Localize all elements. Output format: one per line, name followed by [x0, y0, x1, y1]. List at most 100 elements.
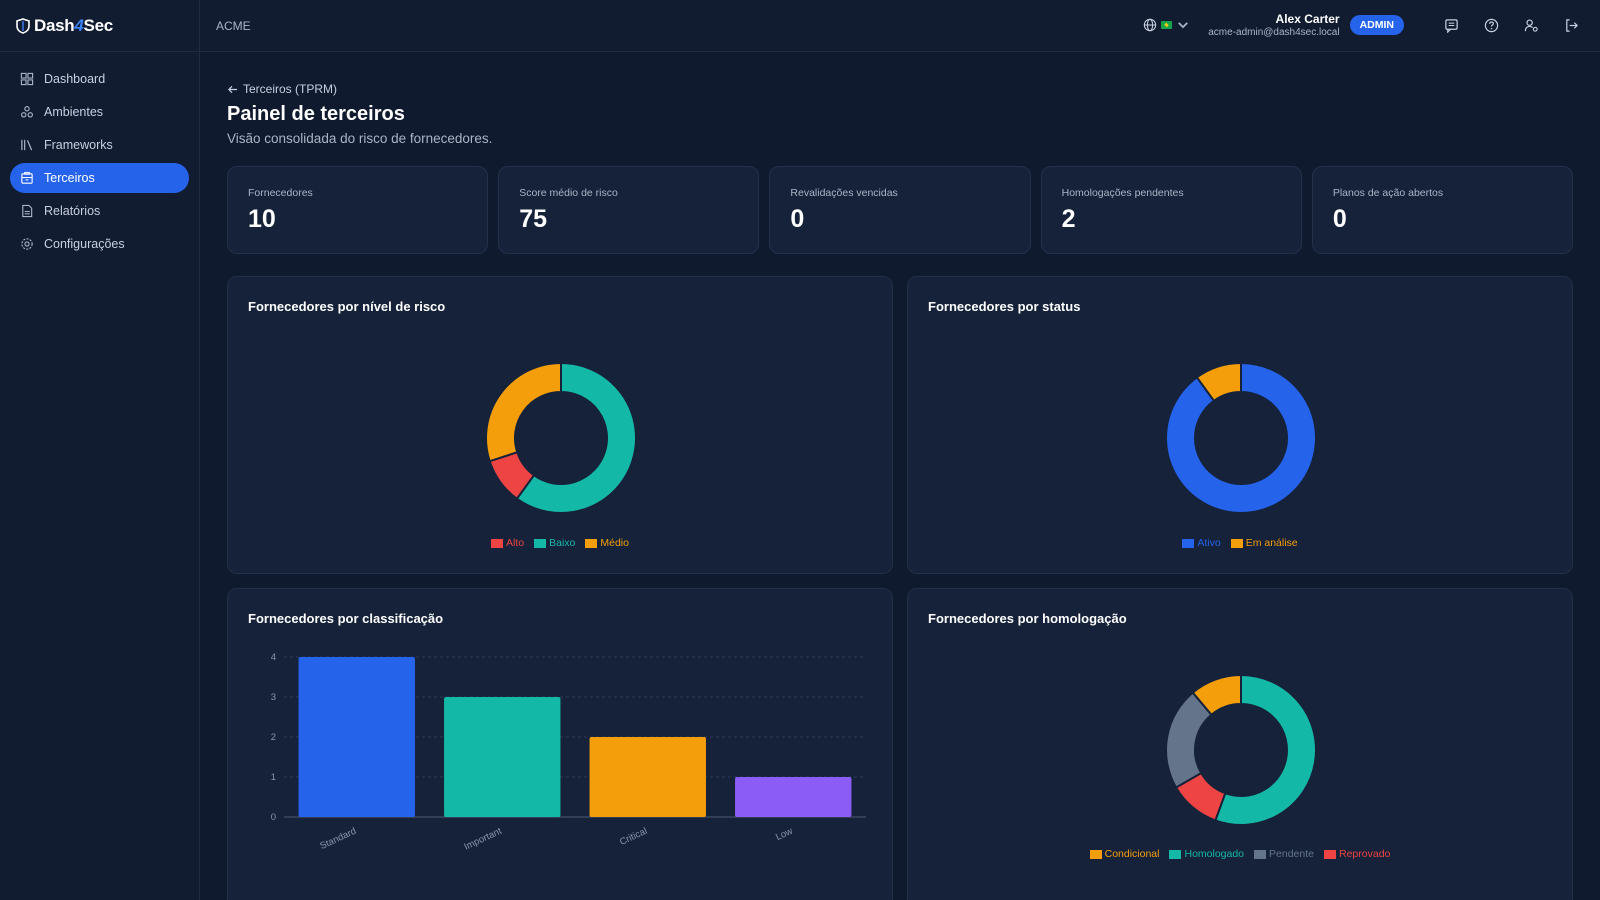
donut-slice-em-analise[interactable] [1195, 361, 1242, 403]
topbar: ACME Alex Carter acme-admin@dash4sec.loc… [200, 0, 1600, 52]
reports-icon [20, 204, 34, 218]
legend-item[interactable]: Em análise [1230, 537, 1298, 549]
legend-label: Reprovado [1339, 848, 1391, 860]
kpi-label: Revalidações vencidas [790, 187, 898, 199]
approval-donut-chart [1165, 673, 1317, 826]
y-tick-label: 2 [271, 732, 276, 743]
brazil-flag-icon [1161, 21, 1173, 30]
sidebar-item-reports[interactable]: Relatórios [10, 196, 189, 226]
legend-swatch [585, 538, 598, 548]
legend-item[interactable]: Ativo [1182, 537, 1221, 549]
legend-label: Alto [506, 537, 525, 549]
sidebar-item-label: Frameworks [44, 138, 113, 152]
kpi-label: Planos de ação abertos [1332, 187, 1444, 199]
classification-bar-chart: 0 1 2 3 4 Standard Important Critical Low [271, 652, 866, 853]
sidebar-nav: Dashboard Ambientes Frameworks Terceiros Rel… [0, 52, 199, 259]
language-selector[interactable] [1143, 18, 1190, 32]
sidebar-item-label: Configurações [44, 237, 125, 251]
frameworks-icon [20, 138, 34, 152]
approval-chart-card: Fornecedores por homologação Condicional… [907, 588, 1573, 900]
bar-critical[interactable] [589, 737, 706, 817]
environments-icon [20, 105, 34, 119]
kpi-row: Fornecedores 10 Score médio de risco 75 … [227, 166, 1574, 254]
risk-level-chart-card: Fornecedores por nível de risco Alto Baix… [227, 276, 893, 574]
kpi-label: Homologações pendentes [1061, 187, 1184, 199]
chart-title: Fornecedores por status [928, 299, 1081, 314]
y-tick-label: 0 [271, 812, 276, 823]
kpi-value: 2 [1061, 205, 1076, 233]
role-badge: ADMIN [1349, 15, 1404, 36]
legend-item[interactable]: Baixo [534, 537, 575, 549]
x-tick-label: Important [462, 826, 503, 853]
y-tick-label: 1 [271, 772, 276, 783]
arrow-left-icon [227, 84, 238, 95]
chart-legend: Condicional Homologado Pendente Reprovado [908, 848, 1572, 860]
sidebar-item-label: Ambientes [44, 105, 104, 119]
page-subtitle: Visão consolidada do risco de fornecedor… [227, 131, 493, 146]
chevron-down-icon [1176, 18, 1190, 32]
legend-item[interactable]: Homologado [1169, 848, 1244, 860]
back-link[interactable]: Terceiros (TPRM) [227, 82, 1573, 96]
legend-swatch [491, 538, 504, 548]
kpi-card: Revalidações vencidas 0 [769, 166, 1031, 254]
brand-name: Dash4Sec [34, 15, 113, 35]
kpi-card: Planos de ação abertos 0 [1311, 166, 1574, 254]
user-info: Alex Carter acme-admin@dash4sec.local [1208, 12, 1340, 38]
sidebar-item-dashboard[interactable]: Dashboard [10, 64, 189, 94]
y-tick-label: 4 [271, 652, 276, 663]
chart-legend: Ativo Em análise [908, 537, 1572, 549]
shield-icon [16, 17, 30, 34]
chart-title: Fornecedores por classificação [248, 611, 444, 626]
brand-logo[interactable]: Dash4Sec [0, 0, 199, 52]
legend-item[interactable]: Condicional [1089, 848, 1160, 860]
messages-icon[interactable] [1440, 14, 1462, 36]
help-icon[interactable] [1480, 14, 1502, 36]
chart-legend: Alto Baixo Médio [228, 537, 892, 549]
logout-icon[interactable] [1560, 14, 1582, 36]
kpi-value: 0 [1332, 205, 1347, 233]
sidebar-item-frameworks[interactable]: Frameworks [10, 130, 189, 160]
sidebar-item-label: Relatórios [44, 204, 101, 218]
legend-swatch [1089, 849, 1102, 859]
bar-important[interactable] [444, 697, 561, 817]
legend-swatch [1169, 849, 1182, 859]
y-tick-label: 3 [271, 692, 276, 703]
legend-item[interactable]: Alto [491, 537, 524, 549]
kpi-value: 0 [790, 205, 805, 233]
bar-low[interactable] [735, 777, 852, 817]
legend-swatch [1230, 538, 1243, 548]
settings-icon [20, 237, 34, 251]
donut-slice-ativo[interactable] [1165, 361, 1317, 514]
page-title: Painel de terceiros [227, 103, 405, 125]
third-parties-icon [20, 171, 34, 185]
tenant-name[interactable]: ACME [216, 18, 251, 33]
user-email: acme-admin@dash4sec.local [1208, 26, 1340, 38]
sidebar-item-label: Terceiros [44, 171, 95, 185]
legend-swatch [1182, 538, 1195, 548]
user-settings-icon[interactable] [1520, 14, 1542, 36]
sidebar-item-label: Dashboard [44, 72, 106, 86]
donut-slice-medio[interactable] [485, 361, 562, 463]
legend-label: Baixo [549, 537, 576, 549]
kpi-card: Score médio de risco 75 [498, 166, 760, 254]
globe-icon [1143, 18, 1157, 32]
legend-item[interactable]: Médio [585, 537, 629, 549]
sidebar-item-environments[interactable]: Ambientes [10, 97, 189, 127]
bar-standard[interactable] [298, 657, 415, 817]
legend-label: Pendente [1269, 848, 1314, 860]
status-chart-card: Fornecedores por status Ativo Em análise [907, 276, 1573, 574]
legend-label: Em análise [1245, 537, 1298, 549]
donut-slice-homologado[interactable] [1214, 673, 1317, 826]
legend-label: Ativo [1197, 537, 1221, 549]
donut-slice-condicional[interactable] [1191, 673, 1242, 717]
kpi-label: Fornecedores [248, 187, 313, 199]
legend-item[interactable]: Pendente [1254, 848, 1314, 860]
kpi-label: Score médio de risco [519, 187, 618, 199]
sidebar-item-third-parties[interactable]: Terceiros [10, 163, 189, 193]
sidebar: Dash4Sec Dashboard Ambientes Frameworks Ter… [0, 0, 200, 900]
legend-label: Condicional [1104, 848, 1160, 860]
donut-slice-baixo[interactable] [515, 361, 637, 514]
legend-item[interactable]: Reprovado [1324, 848, 1390, 860]
x-tick-label: Low [774, 826, 795, 843]
sidebar-item-settings[interactable]: Configurações [10, 229, 189, 259]
